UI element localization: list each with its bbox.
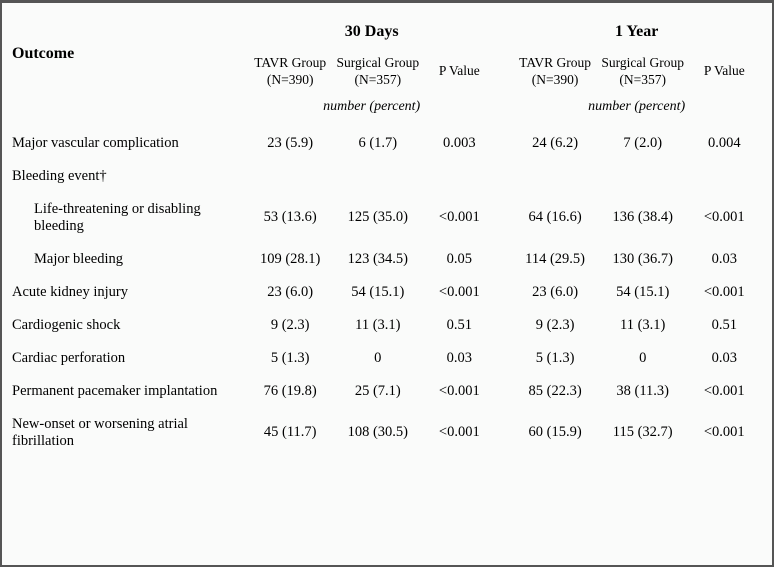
cell-surg-1y: 115 (32.7) <box>599 408 687 458</box>
cell-p-1y: 0.03 <box>687 243 762 276</box>
cell-tavr-1y: 23 (6.0) <box>511 276 599 309</box>
cell-surg-30d: 125 (35.0) <box>334 193 422 243</box>
table-body: Major vascular complication23 (5.9)6 (1.… <box>12 127 762 458</box>
cell-tavr-30d: 109 (28.1) <box>246 243 334 276</box>
table-row: Bleeding event† <box>12 160 762 193</box>
units-1y: number (percent) <box>511 99 762 127</box>
cell-p-1y: <0.001 <box>687 408 762 458</box>
row-label: Cardiac perforation <box>12 342 246 375</box>
table-row: Major bleeding109 (28.1)123 (34.5)0.05 11… <box>12 243 762 276</box>
cell-tavr-1y: 5 (1.3) <box>511 342 599 375</box>
cell-tavr-30d: 23 (5.9) <box>246 127 334 160</box>
header-1year: 1 Year <box>511 19 762 55</box>
cell-surg-1y: 7 (2.0) <box>599 127 687 160</box>
cell-tavr-1y: 85 (22.3) <box>511 375 599 408</box>
cell-p-30d: 0.05 <box>422 243 497 276</box>
header-outcome: Outcome <box>12 19 246 99</box>
cell-tavr-1y: 114 (29.5) <box>511 243 599 276</box>
table-row: Cardiac perforation5 (1.3)00.035 (1.3)00… <box>12 342 762 375</box>
cell-p-30d: <0.001 <box>422 276 497 309</box>
subhead-surg-30d: Surgical Group (N=357) <box>334 55 422 99</box>
cell-tavr-30d: 45 (11.7) <box>246 408 334 458</box>
cell-p-1y: 0.51 <box>687 309 762 342</box>
row-label: Life-threatening or disabling bleeding <box>12 193 246 243</box>
table-row: Major vascular complication23 (5.9)6 (1.… <box>12 127 762 160</box>
cell-tavr-1y: 24 (6.2) <box>511 127 599 160</box>
cell-surg-1y: 136 (38.4) <box>599 193 687 243</box>
cell-tavr-30d: 53 (13.6) <box>246 193 334 243</box>
cell-p-1y: 0.03 <box>687 342 762 375</box>
cell-surg-30d: 6 (1.7) <box>334 127 422 160</box>
cell-p-1y: 0.004 <box>687 127 762 160</box>
table-row: New-onset or worsening atrial fibrillati… <box>12 408 762 458</box>
cell-surg-30d: 0 <box>334 342 422 375</box>
cell-tavr-30d: 5 (1.3) <box>246 342 334 375</box>
table-container: Outcome 30 Days 1 Year TAVR Group (N=390… <box>0 0 774 567</box>
table-row: Permanent pacemaker implantation76 (19.8… <box>12 375 762 408</box>
cell-p-30d: 0.51 <box>422 309 497 342</box>
cell-tavr-1y: 60 (15.9) <box>511 408 599 458</box>
subhead-p-1y: P Value <box>687 55 762 99</box>
header-30days: 30 Days <box>246 19 497 55</box>
row-label: Bleeding event† <box>12 160 762 193</box>
subhead-tavr-30d: TAVR Group (N=390) <box>246 55 334 99</box>
cell-surg-30d: 123 (34.5) <box>334 243 422 276</box>
cell-p-30d: <0.001 <box>422 193 497 243</box>
cell-p-1y: <0.001 <box>687 375 762 408</box>
cell-p-1y: <0.001 <box>687 276 762 309</box>
cell-p-30d: 0.003 <box>422 127 497 160</box>
cell-surg-1y: 54 (15.1) <box>599 276 687 309</box>
cell-surg-30d: 25 (7.1) <box>334 375 422 408</box>
cell-surg-1y: 11 (3.1) <box>599 309 687 342</box>
table-head: Outcome 30 Days 1 Year TAVR Group (N=390… <box>12 19 762 127</box>
subhead-tavr-1y: TAVR Group (N=390) <box>511 55 599 99</box>
cell-tavr-30d: 23 (6.0) <box>246 276 334 309</box>
cell-p-30d: <0.001 <box>422 375 497 408</box>
subhead-p-30d: P Value <box>422 55 497 99</box>
table-row: Cardiogenic shock9 (2.3)11 (3.1)0.519 (2… <box>12 309 762 342</box>
cell-tavr-1y: 9 (2.3) <box>511 309 599 342</box>
cell-p-30d: <0.001 <box>422 408 497 458</box>
cell-surg-1y: 38 (11.3) <box>599 375 687 408</box>
row-label: Permanent pacemaker implantation <box>12 375 246 408</box>
table-row: Life-threatening or disabling bleeding53… <box>12 193 762 243</box>
cell-p-30d: 0.03 <box>422 342 497 375</box>
subhead-surg-1y: Surgical Group (N=357) <box>599 55 687 99</box>
row-label: New-onset or worsening atrial fibrillati… <box>12 408 246 458</box>
row-label: Acute kidney injury <box>12 276 246 309</box>
table-row: Acute kidney injury23 (6.0)54 (15.1)<0.0… <box>12 276 762 309</box>
outcomes-table: Outcome 30 Days 1 Year TAVR Group (N=390… <box>12 19 762 458</box>
cell-surg-30d: 54 (15.1) <box>334 276 422 309</box>
cell-p-1y: <0.001 <box>687 193 762 243</box>
row-label: Major vascular complication <box>12 127 246 160</box>
cell-tavr-1y: 64 (16.6) <box>511 193 599 243</box>
units-30d: number (percent) <box>246 99 497 127</box>
cell-surg-1y: 0 <box>599 342 687 375</box>
cell-surg-1y: 130 (36.7) <box>599 243 687 276</box>
cell-tavr-30d: 9 (2.3) <box>246 309 334 342</box>
row-label: Major bleeding <box>12 243 246 276</box>
cell-tavr-30d: 76 (19.8) <box>246 375 334 408</box>
row-label: Cardiogenic shock <box>12 309 246 342</box>
cell-surg-30d: 11 (3.1) <box>334 309 422 342</box>
cell-surg-30d: 108 (30.5) <box>334 408 422 458</box>
